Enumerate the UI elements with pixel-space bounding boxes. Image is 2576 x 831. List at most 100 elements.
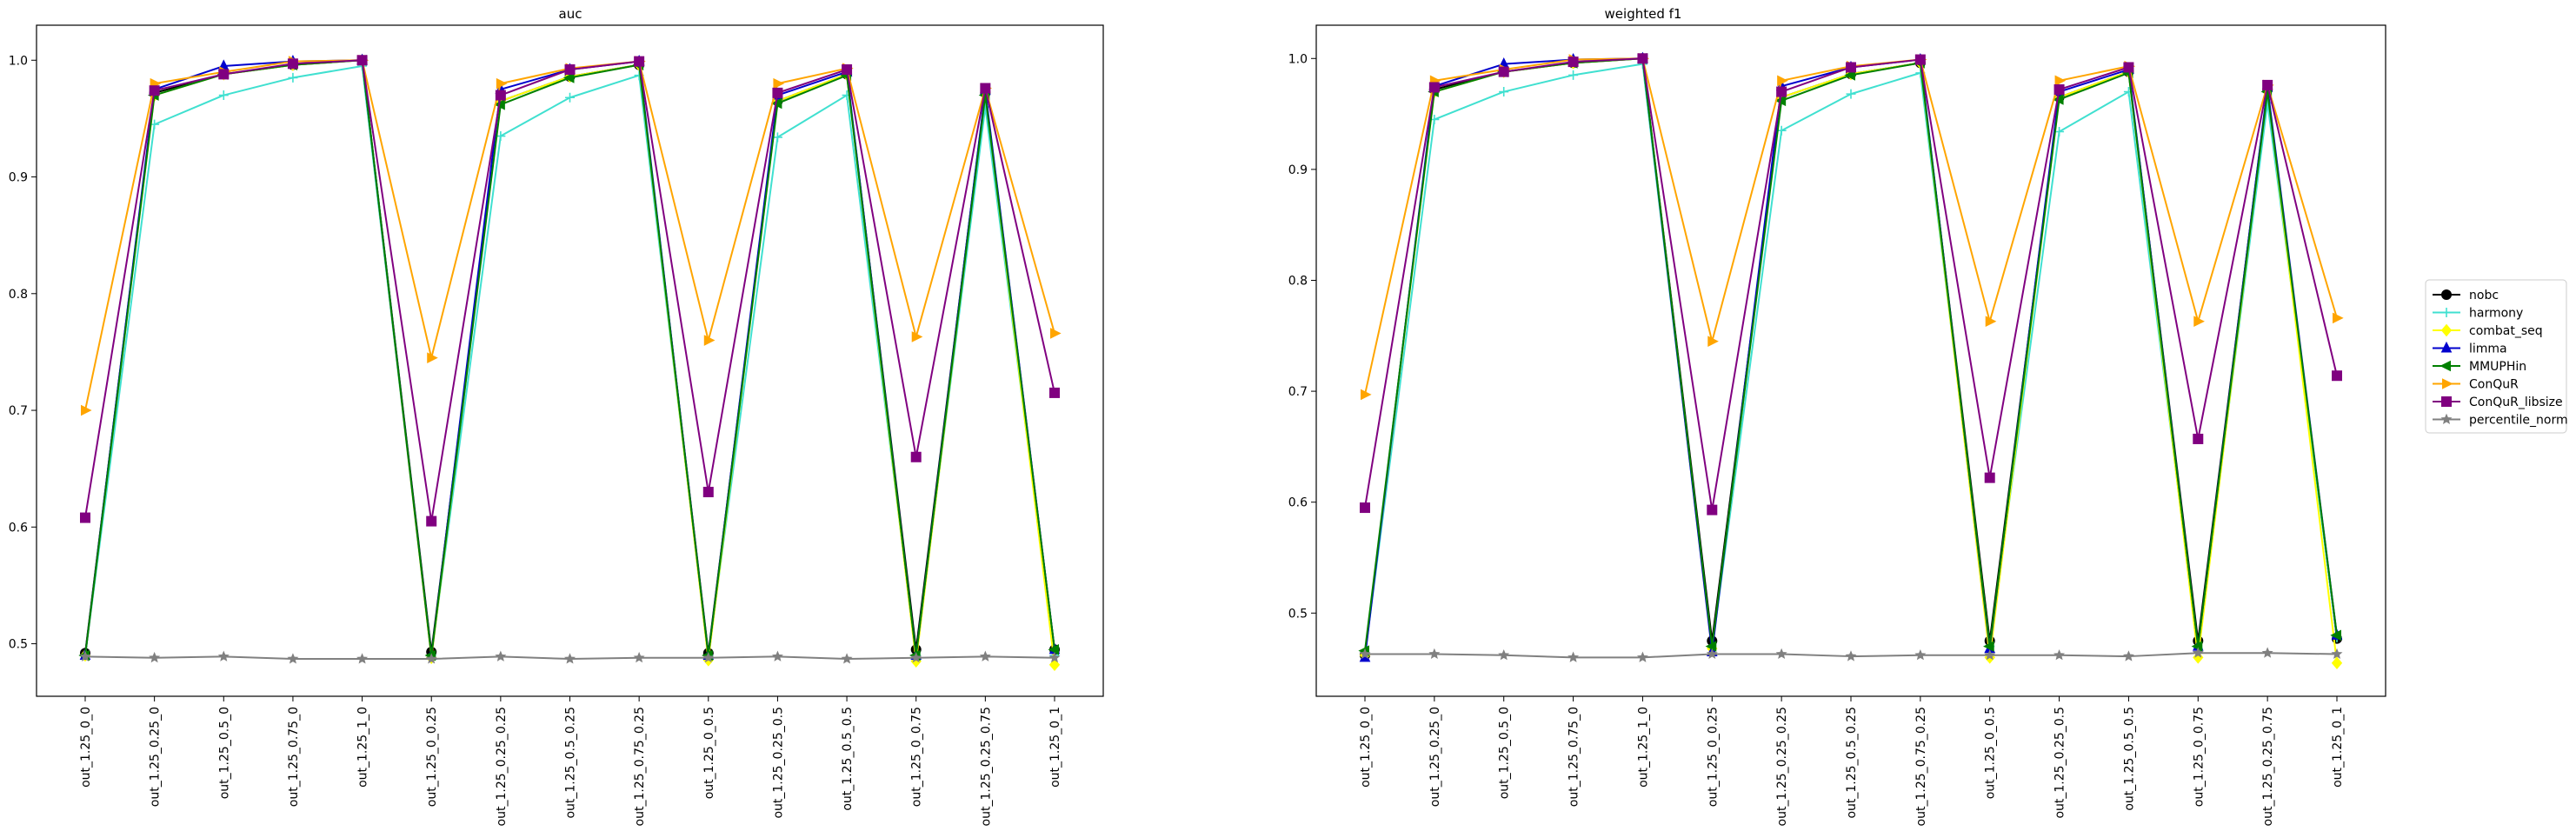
auc-point-conqur-libsize xyxy=(356,55,368,66)
auc-point-conqur-libsize xyxy=(910,451,922,462)
auc-xtick-label: out_1.25_0.25_0 xyxy=(149,707,163,807)
auc-point-conqur-libsize xyxy=(842,64,853,76)
auc-point-conqur xyxy=(911,331,923,342)
auc-point-conqur xyxy=(81,404,92,416)
legend-marker xyxy=(2441,396,2452,407)
auc-line-limma xyxy=(84,59,1055,657)
weighted-f1-point-harmony xyxy=(1568,70,1579,80)
weighted-f1-point-conqur-libsize xyxy=(2332,370,2342,382)
auc-point-percentile-norm xyxy=(702,651,715,663)
legend-marker xyxy=(2441,289,2452,300)
weighted-f1-point-percentile-norm xyxy=(2053,648,2066,661)
auc-xtick-label: out_1.25_0.5_0 xyxy=(217,707,231,799)
weighted-f1-point-conqur-libsize xyxy=(1914,54,1926,65)
auc-point-percentile-norm xyxy=(1048,651,1061,663)
auc-ytick-label: 0.8 xyxy=(9,288,28,302)
auc-xtick-label: out_1.25_0_0.5 xyxy=(702,707,716,799)
auc-point-conqur-libsize xyxy=(426,515,437,527)
weighted-f1-point-conqur xyxy=(2333,312,2344,324)
auc-axis-ticks: 0.5 0.6 0.7 0.8 0.9 1.0 out_1.25_0_0 out_1.25_0… xyxy=(9,54,1062,826)
auc-xtick-label: out_1.25_0.25_0.5 xyxy=(771,707,785,819)
weighted-f1-ytick-label: 0.6 xyxy=(1288,496,1308,510)
weighted-f1-point-percentile-norm xyxy=(1845,650,1857,661)
auc-line-conqur-libsize xyxy=(84,59,1055,522)
auc-point-harmony xyxy=(218,90,229,101)
legend-item-harmony: harmony xyxy=(2433,307,2523,321)
auc-ytick-label: 0.9 xyxy=(9,171,28,185)
auc-subplot: auc 0.5 0.6 0.7 0.8 0.9 1.0 out_1.25_0_0 out_1.… xyxy=(9,6,1104,826)
auc-chart-title: auc xyxy=(559,6,582,22)
weighted-f1-point-conqur-libsize xyxy=(1984,472,1995,483)
legend-item-mmuphin: MMUPHin xyxy=(2433,360,2526,374)
weighted-f1-point-harmony xyxy=(1846,89,1856,99)
weighted-f1-line-combat-seq xyxy=(1364,57,2338,663)
weighted-f1-xtick-label: out_1.25_0_0 xyxy=(1359,707,1373,788)
auc-point-conqur xyxy=(427,352,438,363)
auc-point-conqur-libsize xyxy=(980,83,991,94)
auc-point-harmony xyxy=(288,72,298,83)
auc-series-harmony xyxy=(80,61,1060,661)
weighted-f1-point-conqur-libsize xyxy=(1637,53,1648,64)
auc-point-conqur-libsize xyxy=(772,87,783,98)
weighted-f1-xtick-label: out_1.25_0.75_0 xyxy=(1568,707,1581,807)
weighted-f1-line-limma xyxy=(1364,57,2338,658)
auc-series-mmuphin xyxy=(78,54,1059,661)
legend-marker xyxy=(2440,341,2453,353)
auc-point-percentile-norm xyxy=(771,650,783,661)
legend-label: combat_seq xyxy=(2469,324,2543,338)
auc-plot-frame xyxy=(36,24,1104,697)
auc-point-combat-seq xyxy=(1048,658,1061,672)
weighted-f1-series-conqur xyxy=(1361,52,2344,401)
legend-marker xyxy=(2440,360,2451,372)
auc-point-conqur-libsize xyxy=(564,64,576,76)
auc-point-conqur-libsize xyxy=(218,69,230,80)
auc-point-percentile-norm xyxy=(79,650,91,661)
weighted-f1-point-conqur-libsize xyxy=(1360,502,1370,514)
auc-xtick-label: out_1.25_0.75_0 xyxy=(287,707,301,807)
auc-point-conqur xyxy=(1050,328,1062,339)
weighted-f1-point-conqur xyxy=(2193,316,2205,328)
weighted-f1-ytick-label: 1.0 xyxy=(1288,52,1308,66)
legend-label: ConQuR_libsize xyxy=(2469,396,2563,409)
auc-point-conqur-libsize xyxy=(287,58,298,70)
weighted-f1-point-percentile-norm xyxy=(1498,648,1510,661)
auc-xtick-label: out_1.25_0_0.75 xyxy=(910,707,924,807)
weighted-f1-point-percentile-norm xyxy=(1359,648,1371,660)
weighted-f1-point-mmuphin xyxy=(1705,641,1717,652)
auc-point-percentile-norm xyxy=(356,653,369,664)
auc-xtick-label: out_1.25_0.75_0.25 xyxy=(633,707,647,826)
weighted-f1-point-conqur-libsize xyxy=(2053,84,2065,96)
weighted-f1-xtick-label: out_1.25_0.25_0.25 xyxy=(1775,707,1789,826)
auc-line-conqur xyxy=(84,59,1055,411)
weighted-f1-point-conqur-libsize xyxy=(1498,66,1509,77)
auc-point-conqur-libsize xyxy=(495,90,506,101)
weighted-f1-point-conqur-libsize xyxy=(2193,433,2204,444)
legend-marker xyxy=(2442,378,2453,389)
auc-point-conqur-libsize xyxy=(634,56,645,67)
weighted-f1-point-harmony xyxy=(1499,87,1509,97)
legend-frame xyxy=(2425,279,2567,434)
weighted-f1-series-conqur-libsize xyxy=(1360,53,2342,515)
weighted-f1-xtick-label: out_1.25_0.25_0.75 xyxy=(2261,707,2275,826)
auc-point-percentile-norm xyxy=(287,653,299,664)
weighted-f1-xtick-label: out_1.25_0_0.75 xyxy=(2192,707,2206,807)
weighted-f1-xtick-label: out_1.25_0.5_0 xyxy=(1498,707,1512,799)
auc-line-mmuphin xyxy=(84,59,1055,657)
auc-ytick-label: 0.5 xyxy=(9,638,28,652)
weighted-f1-line-mmuphin xyxy=(1364,57,2338,651)
weighted-f1-xtick-label: out_1.25_0.25_0.5 xyxy=(2053,707,2067,819)
auc-series-group xyxy=(78,53,1062,672)
weighted-f1-point-conqur-libsize xyxy=(1568,57,1579,68)
weighted-f1-point-mmuphin xyxy=(2191,641,2203,652)
legend-label: limma xyxy=(2469,342,2507,356)
weighted-f1-point-mmuphin xyxy=(2330,629,2341,642)
auc-point-conqur-libsize xyxy=(1049,387,1060,398)
legend-item-limma: limma xyxy=(2433,341,2507,356)
auc-point-percentile-norm xyxy=(149,651,161,663)
legend-item-nobc: nobc xyxy=(2433,289,2499,302)
auc-point-percentile-norm xyxy=(633,651,645,663)
weighted-f1-ytick-label: 0.5 xyxy=(1288,607,1308,621)
weighted-f1-xtick-label: out_1.25_0_0.25 xyxy=(1706,707,1720,807)
weighted-f1-ytick-label: 0.9 xyxy=(1288,163,1308,177)
auc-ytick-label: 1.0 xyxy=(9,54,28,68)
